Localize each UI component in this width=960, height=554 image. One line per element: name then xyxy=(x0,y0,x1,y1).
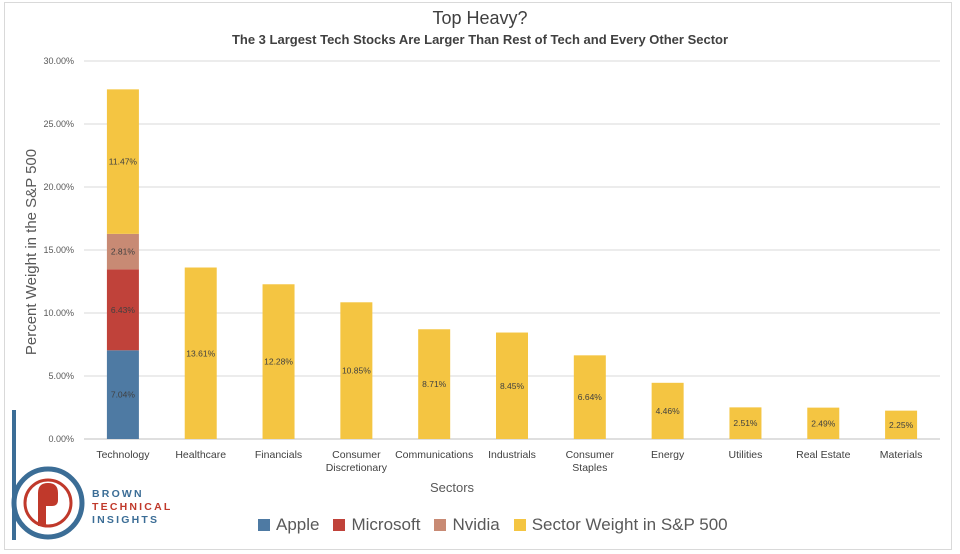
x-tick-label: Healthcare xyxy=(175,449,226,461)
x-tick-label: Discretionary xyxy=(326,462,388,474)
y-tick-label: 25.00% xyxy=(43,119,74,129)
chart-frame xyxy=(4,2,952,550)
data-label: 7.04% xyxy=(111,390,136,400)
bar-segment xyxy=(807,407,840,439)
bar-segment xyxy=(496,332,528,439)
x-tick-label: Communications xyxy=(395,449,473,461)
data-label: 10.85% xyxy=(342,366,371,376)
x-tick-label: Energy xyxy=(651,449,685,461)
legend-label: Sector Weight in S&P 500 xyxy=(531,515,728,534)
legend-label: Microsoft xyxy=(351,515,421,534)
data-label: 8.45% xyxy=(500,381,525,391)
legend-item: Nvidia xyxy=(434,515,500,535)
x-tick-label: Utilities xyxy=(729,449,763,461)
bar-segment xyxy=(106,269,139,351)
data-label: 2.25% xyxy=(889,420,914,430)
bar-segment xyxy=(573,355,606,439)
legend-label: Apple xyxy=(276,515,320,534)
y-tick-label: 20.00% xyxy=(43,182,74,192)
y-tick-label: 5.00% xyxy=(48,371,74,381)
data-label: 11.47% xyxy=(109,157,138,167)
x-tick-label: Materials xyxy=(880,449,923,461)
y-tick-label: 30.00% xyxy=(43,56,74,66)
logo-line-2: TECHNICAL xyxy=(92,501,172,513)
bar-segment xyxy=(106,350,139,439)
data-label: 2.49% xyxy=(811,418,836,428)
logo-line-3: INSIGHTS xyxy=(92,514,159,526)
x-tick-label: Consumer xyxy=(332,449,381,461)
y-axis-title: Percent Weight in the S&P 500 xyxy=(23,149,40,355)
legend-swatch xyxy=(434,519,447,531)
data-label: 6.64% xyxy=(578,392,603,402)
x-tick-label: Staples xyxy=(572,462,607,474)
data-label: 4.46% xyxy=(656,406,681,416)
x-axis-title: Sectors xyxy=(430,480,475,495)
bar-segment xyxy=(340,302,373,439)
x-tick-label: Consumer xyxy=(566,449,615,461)
chart-subtitle: The 3 Largest Tech Stocks Are Larger Tha… xyxy=(231,32,729,47)
bar-segment xyxy=(106,233,139,270)
chart-legend: Apple Microsoft Nvidia Sector Weight in S&P… xyxy=(258,515,742,535)
bar-segment xyxy=(184,267,217,439)
data-label: 2.51% xyxy=(733,418,758,428)
x-tick-label: Real Estate xyxy=(796,449,850,461)
bar-segment xyxy=(729,407,762,439)
legend-item: Microsoft xyxy=(333,515,420,535)
data-label: 2.81% xyxy=(111,247,136,257)
legend-label: Nvidia xyxy=(452,515,500,534)
data-label: 13.61% xyxy=(186,348,215,358)
brown-technical-insights-logo: BROWN TECHNICAL INSIGHTS xyxy=(11,410,172,540)
data-label: 8.71% xyxy=(422,379,447,389)
legend-item: Apple xyxy=(258,515,319,535)
legend-swatch xyxy=(513,519,526,531)
legend-swatch xyxy=(258,519,270,531)
y-tick-label: 10.00% xyxy=(43,308,74,318)
logo-line-1: BROWN xyxy=(92,488,144,500)
x-tick-label: Technology xyxy=(96,449,150,461)
bar-segment xyxy=(885,410,918,439)
x-tick-label: Industrials xyxy=(488,449,536,461)
bar-segment xyxy=(651,382,684,439)
y-tick-label: 15.00% xyxy=(43,245,74,255)
chart-title: Top Heavy? xyxy=(432,8,528,28)
legend-item: Sector Weight in S&P 500 xyxy=(513,515,728,535)
bar-segment xyxy=(262,284,295,439)
data-label: 12.28% xyxy=(264,357,293,367)
data-label: 6.43% xyxy=(111,305,136,315)
bar-segment xyxy=(418,329,451,439)
y-tick-label: 0.00% xyxy=(48,434,74,444)
x-tick-label: Financials xyxy=(255,449,302,461)
bar-segment xyxy=(106,89,139,234)
legend-swatch xyxy=(333,519,346,531)
